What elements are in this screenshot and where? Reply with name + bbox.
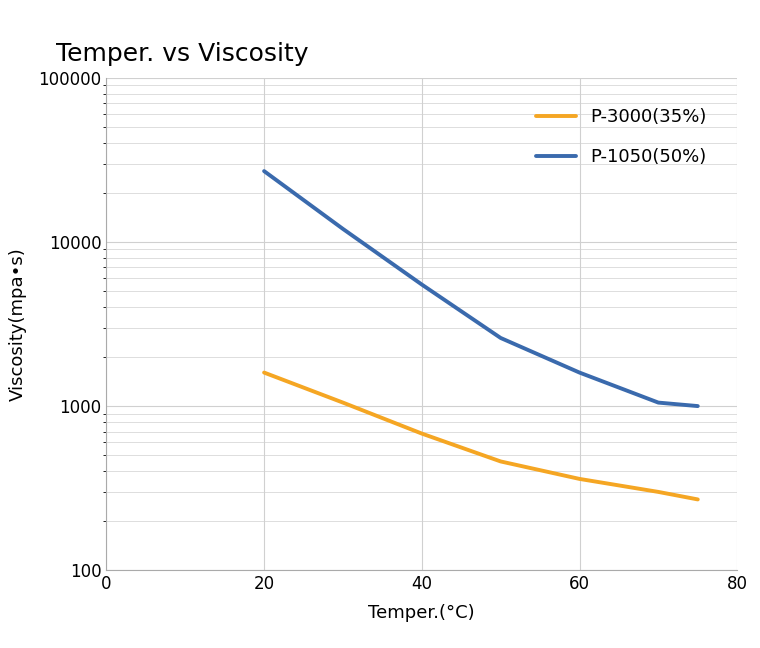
P-3000(35%): [496, 457, 505, 465]
P-1050(50%): [417, 281, 426, 288]
P-1050(50%): [496, 334, 505, 342]
P-1050(50%): [654, 399, 663, 406]
P-3000(35%): [575, 475, 584, 483]
Legend: P-3000(35%), P-1050(50%): P-3000(35%), P-1050(50%): [515, 87, 728, 188]
Line: P-3000(35%): P-3000(35%): [264, 373, 698, 500]
P-1050(50%): [338, 225, 347, 233]
X-axis label: Temper.(°C): Temper.(°C): [369, 604, 475, 622]
Text: Temper. vs Viscosity: Temper. vs Viscosity: [56, 42, 309, 66]
P-3000(35%): [417, 430, 426, 437]
P-1050(50%): [693, 402, 702, 410]
P-1050(50%): [575, 369, 584, 376]
Line: P-1050(50%): P-1050(50%): [264, 171, 698, 406]
P-3000(35%): [260, 369, 269, 376]
P-1050(50%): [260, 167, 269, 175]
Y-axis label: Viscosity(mpa•s): Viscosity(mpa•s): [9, 247, 27, 401]
P-3000(35%): [693, 496, 702, 503]
P-3000(35%): [338, 399, 347, 406]
P-3000(35%): [654, 488, 663, 496]
